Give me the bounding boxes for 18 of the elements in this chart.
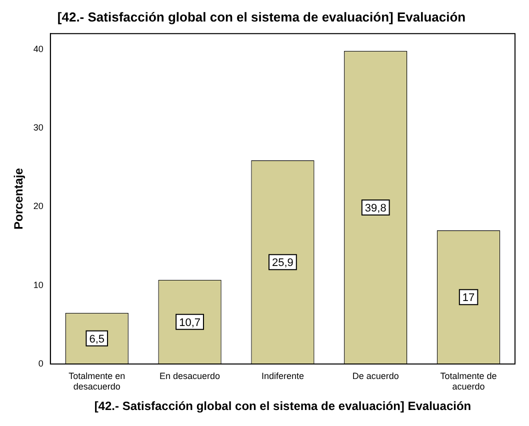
x-tick-label: Totalmente en desacuerdo xyxy=(68,370,126,392)
data-label: 39,8 xyxy=(364,202,386,214)
y-tick-label: 40 xyxy=(33,44,44,54)
y-tick-label: 0 xyxy=(38,358,44,368)
data-label: 17 xyxy=(462,292,475,304)
x-tick-label: De acuerdo xyxy=(352,370,399,381)
y-tick-label: 30 xyxy=(33,122,44,132)
y-tick-label: 20 xyxy=(33,201,44,212)
data-label: 10,7 xyxy=(179,316,200,329)
x-tick-label: Indiferente xyxy=(261,370,304,381)
data-label: 6,5 xyxy=(89,333,105,346)
x-axis-title: [42.- Satisfacción global con el sistema de evaluación] Evaluación xyxy=(94,399,472,414)
x-tick-label: En desacuerdo xyxy=(160,370,220,381)
data-label: 25,9 xyxy=(272,257,294,270)
chart-title: [42.- Satisfacción global con el sistema de evaluación] Evaluación xyxy=(57,9,466,24)
y-tick-label: 10 xyxy=(33,280,44,290)
y-axis-title: Porcentaje xyxy=(12,168,26,230)
x-tick-label: Totalmente de acuerdo xyxy=(440,370,497,392)
